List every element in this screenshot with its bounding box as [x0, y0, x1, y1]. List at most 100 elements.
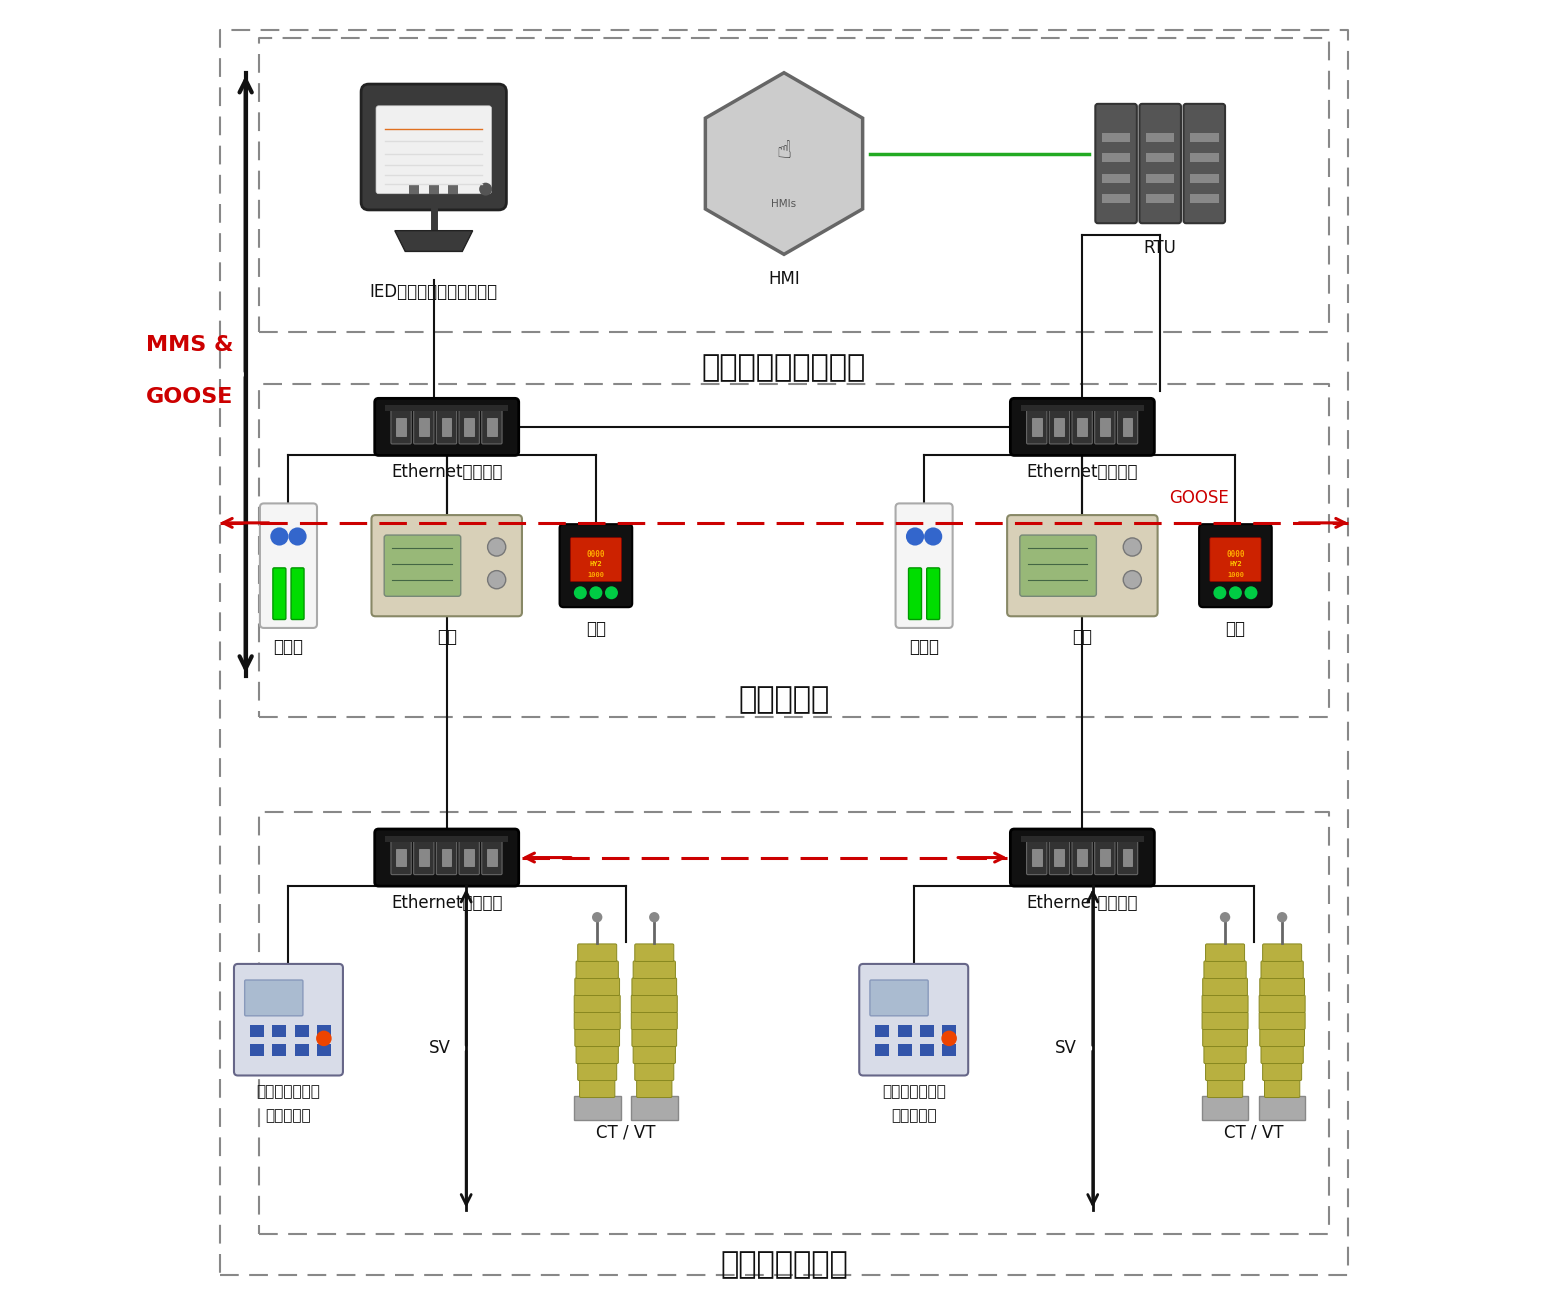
- Text: Ethernetスイッチ: Ethernetスイッチ: [390, 894, 502, 911]
- FancyBboxPatch shape: [464, 419, 474, 436]
- Text: ト開閉装置: ト開閉装置: [265, 1108, 312, 1123]
- Text: MMS &: MMS &: [146, 335, 234, 355]
- FancyBboxPatch shape: [273, 568, 285, 620]
- FancyBboxPatch shape: [1019, 536, 1096, 597]
- Bar: [295, 1024, 309, 1037]
- FancyBboxPatch shape: [372, 515, 522, 616]
- FancyBboxPatch shape: [1210, 538, 1261, 581]
- Text: GOOSE: GOOSE: [1170, 489, 1229, 507]
- Bar: [942, 1024, 956, 1037]
- Text: Ethernetスイッチ: Ethernetスイッチ: [1027, 894, 1138, 911]
- Circle shape: [488, 571, 506, 589]
- Text: プロセスレベル: プロセスレベル: [720, 1251, 848, 1279]
- FancyBboxPatch shape: [442, 419, 452, 436]
- FancyBboxPatch shape: [1261, 961, 1303, 979]
- FancyBboxPatch shape: [376, 105, 491, 194]
- Circle shape: [480, 183, 492, 195]
- FancyBboxPatch shape: [1261, 1046, 1303, 1063]
- FancyBboxPatch shape: [870, 980, 928, 1015]
- Bar: [574, 1096, 621, 1119]
- FancyBboxPatch shape: [1264, 1080, 1300, 1097]
- FancyBboxPatch shape: [635, 944, 674, 962]
- FancyBboxPatch shape: [459, 840, 480, 875]
- Text: ☝: ☝: [776, 139, 792, 162]
- FancyBboxPatch shape: [1262, 944, 1301, 962]
- FancyBboxPatch shape: [1073, 410, 1093, 443]
- FancyBboxPatch shape: [1021, 406, 1143, 411]
- FancyBboxPatch shape: [1206, 944, 1245, 962]
- FancyBboxPatch shape: [436, 840, 456, 875]
- Text: インテリジェン: インテリジェン: [881, 1084, 946, 1100]
- Bar: [920, 1024, 935, 1037]
- Text: CT / VT: CT / VT: [1225, 1123, 1283, 1141]
- Circle shape: [488, 538, 506, 556]
- Text: HMI: HMI: [768, 270, 800, 287]
- FancyBboxPatch shape: [633, 961, 676, 979]
- FancyBboxPatch shape: [574, 1011, 621, 1030]
- Bar: [1102, 174, 1131, 183]
- Polygon shape: [395, 230, 472, 251]
- FancyBboxPatch shape: [575, 978, 619, 996]
- FancyBboxPatch shape: [414, 410, 434, 443]
- FancyBboxPatch shape: [1010, 829, 1154, 887]
- FancyBboxPatch shape: [1259, 1030, 1305, 1047]
- FancyBboxPatch shape: [1259, 978, 1305, 996]
- Text: ベイレベル: ベイレベル: [739, 685, 829, 714]
- FancyBboxPatch shape: [1259, 1011, 1305, 1030]
- Bar: [897, 1044, 911, 1056]
- FancyBboxPatch shape: [1118, 840, 1138, 875]
- FancyBboxPatch shape: [1200, 524, 1272, 607]
- FancyBboxPatch shape: [459, 410, 480, 443]
- FancyBboxPatch shape: [1099, 849, 1110, 866]
- Text: インテリジェン: インテリジェン: [257, 1084, 320, 1100]
- Text: 制御: 制御: [586, 620, 605, 638]
- FancyBboxPatch shape: [859, 963, 967, 1075]
- FancyBboxPatch shape: [637, 1080, 673, 1097]
- Text: リレー: リレー: [909, 638, 939, 656]
- FancyBboxPatch shape: [397, 419, 406, 436]
- FancyBboxPatch shape: [908, 568, 922, 620]
- Bar: [273, 1024, 287, 1037]
- FancyBboxPatch shape: [1206, 1063, 1245, 1080]
- FancyBboxPatch shape: [1049, 840, 1069, 875]
- FancyBboxPatch shape: [575, 1030, 619, 1047]
- FancyBboxPatch shape: [1204, 1046, 1247, 1063]
- Circle shape: [924, 528, 942, 546]
- FancyBboxPatch shape: [635, 1063, 674, 1080]
- Bar: [448, 185, 458, 195]
- FancyBboxPatch shape: [1099, 419, 1110, 436]
- Text: 1000: 1000: [588, 572, 604, 577]
- FancyBboxPatch shape: [895, 503, 953, 628]
- FancyBboxPatch shape: [419, 849, 428, 866]
- FancyBboxPatch shape: [577, 1063, 616, 1080]
- FancyBboxPatch shape: [571, 538, 621, 581]
- FancyBboxPatch shape: [1204, 961, 1247, 979]
- Bar: [249, 1024, 263, 1037]
- FancyBboxPatch shape: [245, 980, 303, 1015]
- FancyBboxPatch shape: [632, 1030, 677, 1047]
- FancyBboxPatch shape: [386, 406, 508, 411]
- Text: HY2: HY2: [1229, 562, 1242, 567]
- FancyBboxPatch shape: [488, 849, 497, 866]
- Bar: [1146, 195, 1174, 204]
- Text: SV: SV: [428, 1039, 450, 1057]
- FancyBboxPatch shape: [260, 503, 317, 628]
- Text: GOOSE: GOOSE: [146, 387, 234, 407]
- Text: リレー: リレー: [273, 638, 304, 656]
- Text: ステーションレベル: ステーションレベル: [702, 352, 866, 382]
- Bar: [317, 1044, 331, 1056]
- FancyBboxPatch shape: [488, 419, 497, 436]
- FancyBboxPatch shape: [1140, 104, 1181, 224]
- Bar: [1201, 1096, 1248, 1119]
- FancyBboxPatch shape: [1262, 1063, 1301, 1080]
- Circle shape: [1214, 586, 1226, 599]
- FancyBboxPatch shape: [292, 568, 304, 620]
- Text: Ethernetスイッチ: Ethernetスイッチ: [1027, 463, 1138, 481]
- Text: RTU: RTU: [1143, 239, 1176, 257]
- Text: HMIs: HMIs: [771, 199, 797, 209]
- FancyBboxPatch shape: [1032, 849, 1041, 866]
- Bar: [920, 1044, 935, 1056]
- Circle shape: [1245, 586, 1258, 599]
- Text: ト開閉装置: ト開閉装置: [891, 1108, 936, 1123]
- FancyBboxPatch shape: [927, 568, 939, 620]
